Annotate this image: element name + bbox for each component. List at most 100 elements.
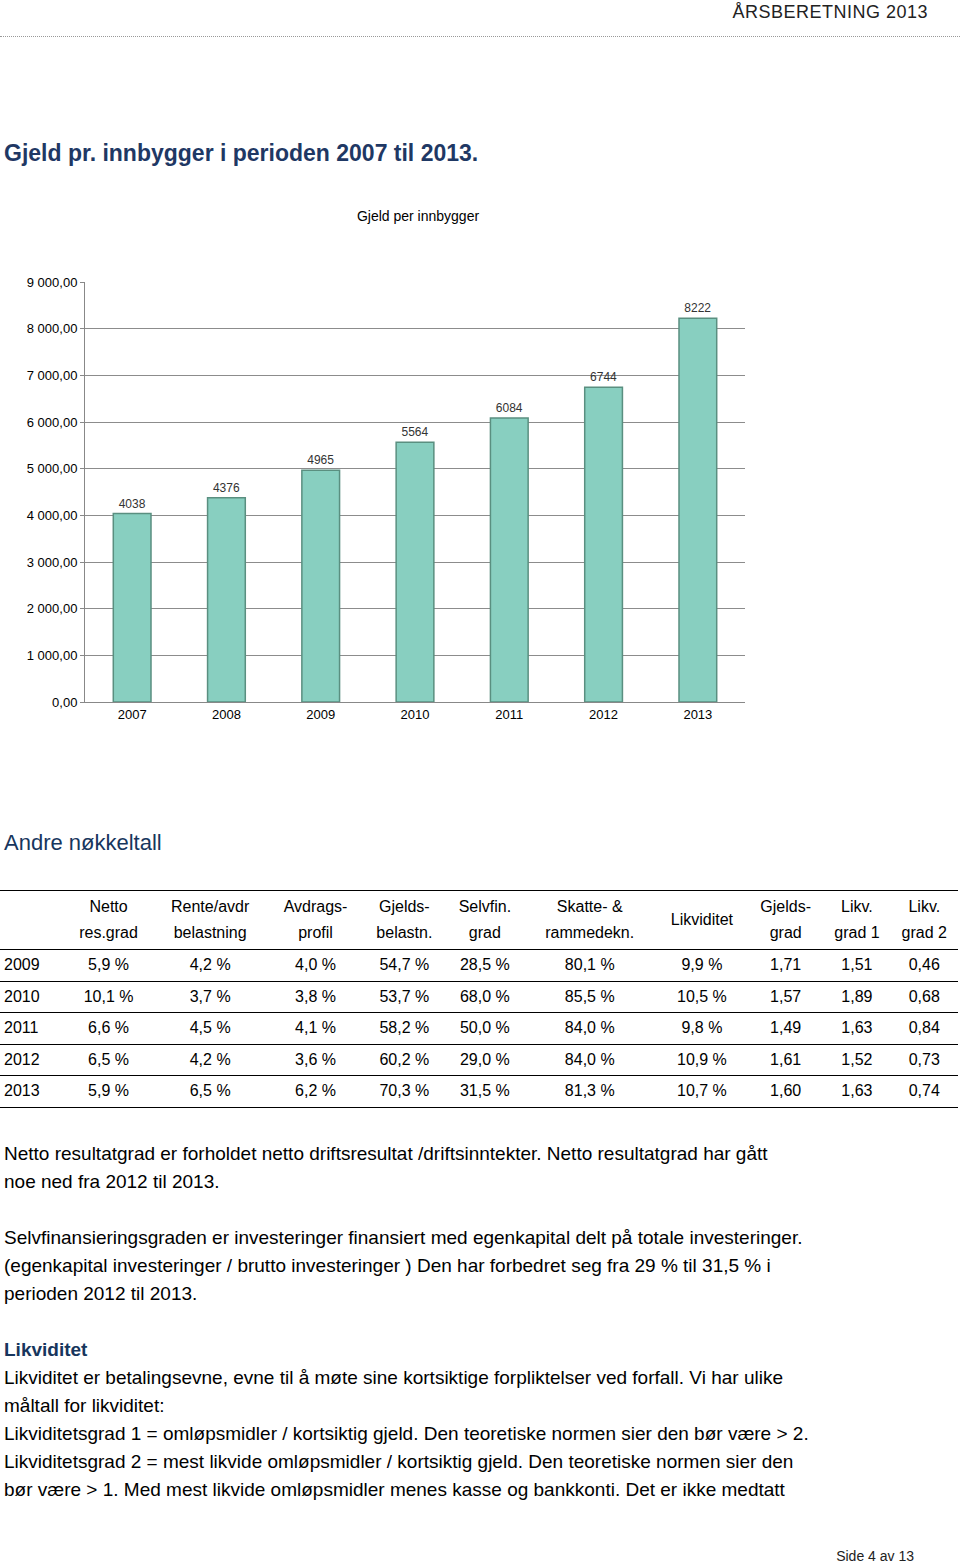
html-text:3,7 %: 3,7 % [189,987,231,1005]
svg-text:5 000,00: 5 000,00 [27,461,78,476]
html-text:noe ned fra 2012 til 2013.: noe ned fra 2012 til 2013. [4,1171,220,1192]
html-text:81,3 %: 81,3 % [564,1082,615,1100]
html-text:Netto resultatgrad er forholde: Netto resultatgrad er forholdet netto dr… [4,1143,768,1164]
html-text:6,6 %: 6,6 % [88,1019,129,1037]
svg-text:8 000,00: 8 000,00 [27,321,78,336]
html-text:5,9 %: 5,9 % [88,1082,129,1100]
html-text:4,0 %: 4,0 % [295,956,336,974]
html-text:4,2 %: 4,2 % [189,1050,231,1068]
svg-text:3 000,00: 3 000,00 [27,555,78,570]
svg-text:9 000,00: 9 000,00 [27,275,78,290]
svg-text:4965: 4965 [307,453,334,467]
html-text:5,9 %: 5,9 % [88,956,129,974]
html-text:ÅRSBERETNING 2013: ÅRSBERETNING 2013 [732,2,928,22]
html-text:10,5 %: 10,5 % [677,987,727,1005]
html-text:1,63: 1,63 [841,1082,873,1100]
html-text:1,71: 1,71 [770,956,802,974]
html-text:Rente/avdr: Rente/avdr [171,898,250,915]
html-text:84,0 %: 84,0 % [564,1050,615,1068]
html-text:Netto: Netto [89,898,128,915]
svg-text:7 000,00: 7 000,00 [27,368,78,383]
svg-text:2007: 2007 [118,707,147,722]
svg-text:4376: 4376 [213,481,240,495]
html-text:2012: 2012 [4,1050,40,1068]
svg-text:6744: 6744 [590,370,617,384]
html-text:Gjeld pr. innbygger i perioden: Gjeld pr. innbygger i perioden 2007 til … [4,140,479,166]
html-text:(egenkapital investeringer / b: (egenkapital investeringer / brutto inve… [4,1255,771,1276]
html-text:bør være > 1. Med mest likvide: bør være > 1. Med mest likvide omløpsmid… [4,1479,785,1500]
svg-text:5564: 5564 [401,425,428,439]
svg-text:Gjeld per innbygger: Gjeld per innbygger [357,208,480,224]
html-text:2011: 2011 [4,1019,39,1037]
html-text:53,7 %: 53,7 % [379,987,430,1005]
html-text:0,68: 0,68 [908,987,940,1005]
html-text:måltall for likviditet:: måltall for likviditet: [4,1395,165,1416]
svg-text:2008: 2008 [212,707,241,722]
svg-text:2013: 2013 [683,707,712,722]
html-text:3,6 %: 3,6 % [295,1050,336,1068]
html-text:Likviditet: Likviditet [4,1339,88,1360]
html-text:31,5 %: 31,5 % [460,1082,510,1100]
svg-text:1 000,00: 1 000,00 [27,648,78,663]
html-text:80,1 %: 80,1 % [564,956,615,974]
svg-text:4038: 4038 [119,497,146,511]
html-text:85,5 %: 85,5 % [564,987,615,1005]
html-text:res.grad: res.grad [79,924,138,941]
html-text:84,0 %: 84,0 % [564,1019,615,1037]
html-text:1,60: 1,60 [770,1082,802,1100]
svg-text:6084: 6084 [496,401,523,415]
html-text:Likviditetsgrad 2 = mest likvi: Likviditetsgrad 2 = mest likvide omløpsm… [4,1451,794,1472]
html-text:2010: 2010 [4,987,40,1005]
html-text:profil: profil [298,924,333,941]
html-text:1,61: 1,61 [770,1050,802,1068]
html-text:10,9 %: 10,9 % [677,1050,727,1068]
html-text:6,5 %: 6,5 % [189,1082,231,1100]
html-text:28,5 %: 28,5 % [460,956,510,974]
html-text:0,74: 0,74 [908,1082,940,1100]
html-text:1,52: 1,52 [841,1050,873,1068]
html-text:0,73: 0,73 [908,1050,940,1068]
html-text:29,0 %: 29,0 % [460,1050,510,1068]
svg-text:2009: 2009 [306,707,335,722]
html-text:6,5 %: 6,5 % [88,1050,129,1068]
html-text:1,63: 1,63 [841,1019,873,1037]
svg-text:2 000,00: 2 000,00 [27,601,78,616]
svg-text:8222: 8222 [684,301,711,315]
html-text:0,46: 0,46 [908,956,940,974]
html-text:4,1 %: 4,1 % [295,1019,336,1037]
html-text:3,8 %: 3,8 % [295,987,336,1005]
svg-text:6 000,00: 6 000,00 [27,415,78,430]
html-text:4,2 %: 4,2 % [189,956,231,974]
html-text:2009: 2009 [4,956,40,974]
html-text:perioden 2012 til 2013.: perioden 2012 til 2013. [4,1283,198,1304]
html-text:Avdrags-: Avdrags- [283,898,348,915]
html-text:9,8 %: 9,8 % [681,1019,723,1037]
html-text:2013: 2013 [4,1082,40,1100]
html-text:4,5 %: 4,5 % [189,1019,231,1037]
html-text:Andre nøkkeltall: Andre nøkkeltall [4,830,162,855]
html-text:50,0 %: 50,0 % [460,1019,510,1037]
html-text:1,49: 1,49 [770,1019,802,1037]
html-text:10,1 %: 10,1 % [83,987,134,1005]
html-text:Likviditet er betalingsevne, e: Likviditet er betalingsevne, evne til å … [4,1367,783,1388]
html-text:0,84: 0,84 [908,1019,940,1037]
html-text:1,89: 1,89 [841,987,873,1005]
html-text:10,7 %: 10,7 % [677,1082,727,1100]
svg-text:2010: 2010 [401,707,430,722]
html-text:54,7 %: 54,7 % [379,956,430,974]
html-text:1,57: 1,57 [770,987,802,1005]
html-text:70,3 %: 70,3 % [379,1082,430,1100]
html-text:68,0 %: 68,0 % [460,987,510,1005]
svg-text:4 000,00: 4 000,00 [27,508,78,523]
html-text:belastning: belastning [173,924,247,941]
html-text:58,2 %: 58,2 % [379,1019,430,1037]
html-text:60,2 %: 60,2 % [379,1050,430,1068]
html-text:9,9 %: 9,9 % [681,956,723,974]
html-text:1,51: 1,51 [841,956,873,974]
svg-text:2011: 2011 [495,707,523,722]
html-text:Likviditetsgrad 1 = omløpsmidl: Likviditetsgrad 1 = omløpsmidler / korts… [4,1423,809,1444]
html-text:Selvfinansieringsgraden er inv: Selvfinansieringsgraden er investeringer… [4,1227,803,1248]
html-text:6,2 %: 6,2 % [295,1082,336,1100]
svg-text:0,00: 0,00 [52,695,77,710]
svg-text:2012: 2012 [589,707,618,722]
